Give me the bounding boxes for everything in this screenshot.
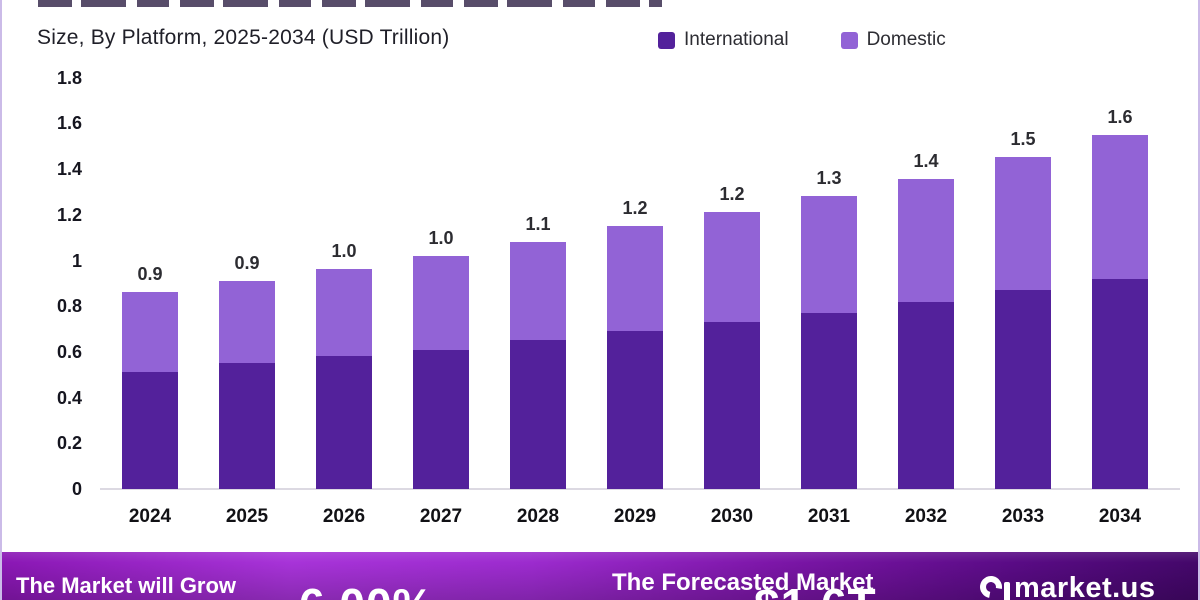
domestic-segment (607, 226, 663, 331)
y-axis-tick-label: 0.6 (56, 341, 82, 362)
stacked-bar-2026 (316, 269, 372, 489)
stacked-bar-2025 (219, 281, 275, 489)
x-axis-year-label: 2032 (904, 506, 948, 527)
bar-total-label: 1.3 (816, 168, 842, 188)
x-axis-year-label: 2034 (1098, 506, 1142, 527)
bar-total-label: 0.9 (234, 253, 260, 273)
x-axis-line (100, 488, 1180, 490)
x-axis-year-label: 2024 (128, 506, 172, 527)
stacked-bar-2028 (510, 242, 566, 489)
legend-label-domestic: Domestic (866, 29, 946, 50)
bar-total-label: 1.4 (913, 151, 939, 171)
stacked-bar-2030 (704, 212, 760, 489)
marketus-logo-text: market.us (1014, 572, 1156, 600)
bar-total-label: 1.2 (719, 184, 745, 204)
domestic-segment (1092, 135, 1148, 279)
y-axis-tick-label: 1.4 (56, 159, 82, 180)
domestic-segment (995, 157, 1051, 290)
x-axis-year-label: 2026 (322, 506, 366, 527)
stacked-bar-2032 (898, 179, 954, 489)
x-axis-year-label: 2028 (516, 506, 560, 527)
legend-item-international: International (658, 29, 789, 51)
international-segment (316, 356, 372, 489)
stacked-bar-2033 (995, 157, 1051, 489)
domestic-segment (413, 256, 469, 350)
bottom-banner: The Market will Grow 6.00% The Forecaste… (2, 552, 1198, 600)
bar-total-label: 0.9 (137, 264, 163, 284)
cropped-title-text (38, 0, 662, 7)
banner-forecast-text: The Forecasted Market (612, 569, 874, 596)
domestic-segment (898, 179, 954, 302)
banner-cagr-value: 6.00% (299, 578, 434, 600)
stacked-bar-2034 (1092, 135, 1148, 489)
y-axis-tick-label: 1.2 (56, 204, 82, 225)
international-segment (510, 340, 566, 489)
international-segment (219, 363, 275, 489)
x-axis-year-label: 2031 (807, 506, 851, 527)
bar-total-label: 1.1 (525, 214, 551, 234)
banner-forecast-value: $1.6T (754, 578, 877, 600)
domestic-segment (510, 242, 566, 340)
stacked-bar-2024 (122, 292, 178, 489)
international-segment (704, 322, 760, 489)
domestic-swatch-icon (840, 31, 858, 49)
chart-subtitle: Size, By Platform, 2025-2034 (USD Trilli… (37, 26, 450, 49)
international-segment (413, 350, 469, 489)
domestic-segment (122, 292, 178, 372)
y-axis-tick-label: 1 (71, 250, 82, 271)
international-segment (1092, 279, 1148, 489)
domestic-segment (219, 281, 275, 363)
bar-total-label: 1.2 (622, 198, 648, 218)
marketus-logo-icon (975, 571, 1010, 600)
bar-total-label: 1.0 (428, 228, 454, 248)
x-axis-year-label: 2027 (419, 506, 463, 527)
domestic-segment (316, 269, 372, 356)
international-segment (801, 313, 857, 489)
stacked-bar-2027 (413, 256, 469, 489)
y-axis-tick-label: 1.6 (56, 113, 82, 134)
y-axis-tick-label: 0.8 (56, 296, 82, 317)
banner-growth-text: The Market will Grow (16, 573, 237, 598)
domestic-segment (801, 196, 857, 313)
y-axis-tick-label: 0.2 (56, 433, 82, 454)
x-axis-year-label: 2033 (1001, 506, 1045, 527)
international-segment (607, 331, 663, 489)
y-axis-tick-label: 1.8 (56, 67, 82, 88)
x-axis-year-label: 2029 (613, 506, 657, 527)
y-axis-tick-label: 0 (71, 479, 82, 499)
marketus-logo: market.us (975, 571, 1156, 600)
bar-total-label: 1.5 (1010, 129, 1036, 149)
domestic-segment (704, 212, 760, 322)
international-segment (995, 290, 1051, 489)
stacked-bar-2029 (607, 226, 663, 489)
bar-total-label: 1.6 (1107, 107, 1133, 127)
x-axis-year-label: 2025 (225, 506, 269, 527)
y-axis-tick-label: 0.4 (56, 387, 82, 408)
international-segment (122, 372, 178, 489)
international-segment (898, 302, 954, 489)
bar-total-label: 1.0 (331, 241, 357, 261)
legend-item-domestic: Domestic (840, 29, 946, 51)
x-axis-year-label: 2030 (710, 506, 754, 527)
stacked-bar-2031 (801, 196, 857, 489)
legend-label-international: International (684, 29, 789, 50)
legend: International Domestic (658, 29, 946, 51)
international-swatch-icon (658, 31, 675, 49)
